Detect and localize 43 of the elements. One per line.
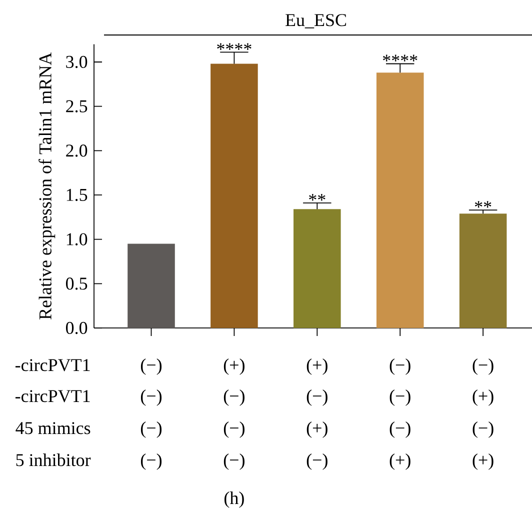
text: (−) bbox=[390, 390, 410, 406]
text: (−) bbox=[140, 390, 162, 406]
y-tick-label: 0.5 bbox=[66, 278, 88, 290]
text: (+) bbox=[224, 358, 244, 375]
text: (−) bbox=[140, 358, 162, 375]
text: (−) bbox=[472, 422, 494, 438]
text: (−) bbox=[390, 422, 410, 438]
text: (+) bbox=[390, 454, 410, 470]
bar bbox=[376, 72, 424, 328]
text: (−) bbox=[306, 390, 328, 406]
y-tick-label: 1.0 bbox=[66, 233, 88, 246]
text: -circPVT1 bbox=[16, 359, 90, 372]
bar bbox=[294, 209, 341, 328]
text: (−) bbox=[306, 454, 328, 470]
text: (−) bbox=[140, 454, 162, 470]
text: 5 inhibitor bbox=[16, 454, 91, 466]
text: (−) bbox=[472, 358, 494, 375]
text: (−) bbox=[224, 454, 244, 470]
y-axis-title: Relative expression of Talin1 mRNA bbox=[38, 52, 56, 320]
text: (+) bbox=[472, 390, 494, 406]
bar bbox=[210, 64, 258, 328]
y-tick-label: 3.0 bbox=[66, 56, 88, 68]
y-tick-label: 2.0 bbox=[66, 144, 88, 157]
chart-title: Eu_ESC bbox=[286, 14, 346, 28]
y-tick-label: 2.5 bbox=[66, 100, 88, 112]
text: (−) bbox=[224, 390, 244, 406]
data-label: **** bbox=[217, 43, 252, 50]
text: (+) bbox=[306, 422, 328, 438]
bar bbox=[459, 214, 507, 328]
data-label: ** bbox=[474, 201, 492, 208]
text: (−) bbox=[390, 358, 410, 375]
text: (+) bbox=[472, 454, 494, 470]
y-tick-label: 0.0 bbox=[66, 322, 88, 334]
text: 45 mimics bbox=[16, 422, 90, 434]
text: (−) bbox=[140, 422, 162, 438]
y-tick-label: 1.5 bbox=[66, 188, 88, 202]
text: (h) bbox=[224, 492, 244, 508]
text: -circPVT1 bbox=[16, 390, 90, 402]
text: (−) bbox=[224, 422, 244, 438]
data-label: ** bbox=[309, 194, 326, 201]
data-label: **** bbox=[382, 54, 418, 62]
bar bbox=[128, 244, 175, 328]
text: (+) bbox=[306, 358, 328, 375]
